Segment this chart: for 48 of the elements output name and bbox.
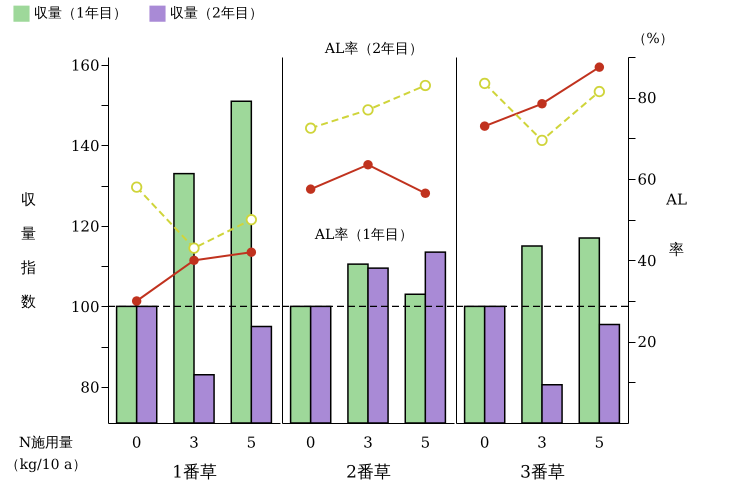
point [132, 296, 142, 306]
text: （%） [632, 31, 674, 47]
x-axis-title: 1番草 [172, 462, 217, 482]
point [362, 104, 374, 116]
point [594, 62, 604, 72]
text: N施用量 [18, 435, 74, 451]
y2-tick-label: 60 [638, 170, 657, 188]
point [188, 242, 200, 254]
y2-tick-label: 20 [638, 333, 657, 352]
point [246, 247, 256, 257]
point [537, 99, 547, 108]
point [246, 214, 257, 226]
point [189, 256, 199, 266]
point [306, 184, 316, 194]
y2-tick-label: 80 [638, 89, 657, 108]
y-axis-title: 収量指数 [20, 190, 36, 310]
point [594, 86, 605, 98]
x-axis-title: 2番草 [346, 462, 391, 482]
text: 収量（1年目） [34, 6, 127, 22]
point [536, 134, 548, 146]
text: AL率（1年目） [314, 227, 414, 243]
x-tick-label: 0 [306, 434, 316, 452]
x-tick-label: 0 [480, 434, 490, 452]
text: 収量（2年目） [170, 6, 263, 22]
series-label: AL率（2年目） [324, 41, 424, 57]
point [420, 80, 431, 92]
point [479, 78, 490, 90]
point [363, 160, 373, 170]
x-tick-label: 5 [594, 434, 604, 452]
y-tick-label: 100 [70, 298, 100, 316]
y-tick-label: 160 [70, 56, 100, 75]
point [305, 122, 316, 134]
text: （kg/10 a） [6, 457, 86, 473]
x-tick-label: 0 [132, 434, 142, 452]
y-tick-label: 140 [70, 136, 100, 155]
y-tick-label: 80 [80, 378, 100, 396]
point [420, 188, 430, 198]
x-tick-label: 5 [246, 434, 256, 452]
x-tick-label: 5 [420, 434, 430, 452]
x-tick-label: 3 [537, 434, 547, 452]
x-tick-label: 3 [189, 434, 199, 452]
y2-tick-label: 40 [638, 252, 657, 270]
text: AL率 [666, 190, 687, 258]
point [131, 182, 142, 193]
x-tick-label: 3 [363, 434, 373, 452]
point [480, 121, 490, 131]
x-axis-title: 3番草 [520, 462, 565, 482]
y-tick-label: 120 [70, 217, 100, 236]
